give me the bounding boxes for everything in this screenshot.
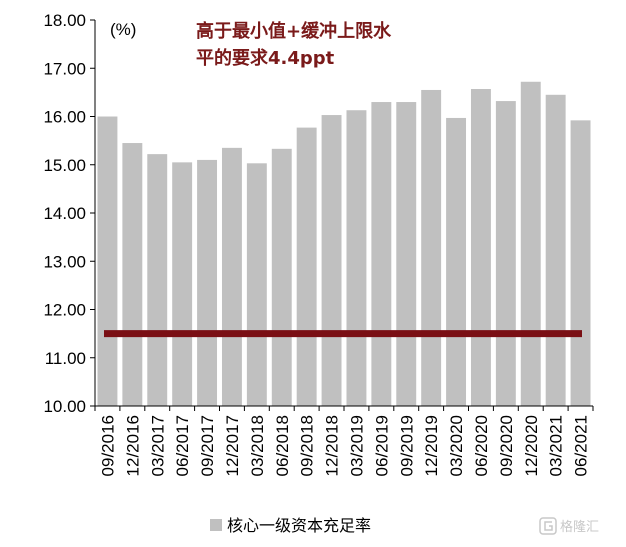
bar — [520, 81, 541, 406]
annotation-line-1: 高于最小值+缓冲上限水 — [196, 20, 392, 42]
x-tick-label: 12/2016 — [123, 415, 142, 476]
x-tick-label: 09/2016 — [98, 415, 117, 476]
y-tick-label: 13.00 — [43, 252, 86, 271]
x-tick-label: 09/2020 — [497, 415, 516, 476]
bar — [221, 147, 242, 407]
y-tick-label: 10.00 — [43, 397, 86, 416]
y-tick-label: 18.00 — [43, 11, 86, 30]
legend-label: 核心一级资本充足率 — [227, 516, 371, 535]
x-tick-label: 09/2019 — [397, 415, 416, 476]
bar — [421, 89, 442, 407]
x-tick-label: 12/2020 — [522, 415, 541, 476]
bar — [97, 116, 118, 406]
x-tick-label: 06/2021 — [572, 415, 591, 476]
x-tick-label: 06/2020 — [472, 415, 491, 476]
legend-swatch — [210, 519, 222, 531]
bar — [446, 117, 467, 406]
x-tick-label: 09/2018 — [298, 415, 317, 476]
bar — [495, 101, 516, 406]
x-tick-label: 09/2017 — [198, 415, 217, 476]
bar — [172, 162, 193, 406]
x-tick-label: 03/2018 — [248, 415, 267, 476]
x-tick-label: 06/2017 — [173, 415, 192, 476]
y-tick-label: 15.00 — [43, 156, 86, 175]
bar — [396, 102, 417, 407]
bar — [570, 120, 591, 407]
bar — [346, 110, 367, 406]
bar — [122, 143, 143, 406]
x-tick-label: 03/2019 — [347, 415, 366, 476]
watermark: 格隆汇 — [539, 517, 599, 535]
bar — [271, 148, 292, 406]
y-tick-label: 16.00 — [43, 108, 86, 127]
bar — [371, 102, 392, 407]
x-axis-ticks: 09/2016 12/2016 03/2017 06/2017 09/2017 12/20… — [94, 406, 594, 476]
bar — [147, 154, 168, 406]
x-tick-label: 12/2017 — [223, 415, 242, 476]
y-tick-label: 17.00 — [43, 59, 86, 78]
y-axis-ticks: 10.00 11.00 12.00 13.00 14.00 15.00 16.00 17.00… — [43, 11, 95, 416]
x-tick-label: 06/2018 — [273, 415, 292, 476]
y-tick-label: 14.00 — [43, 204, 86, 223]
legend: 核心一级资本充足率 — [210, 516, 371, 535]
y-tick-label: 12.00 — [43, 301, 86, 320]
bar — [246, 163, 267, 406]
axes — [94, 20, 593, 407]
gelonghui-logo-icon — [539, 517, 557, 535]
annotation-line-2: 平的要求4.4ppt — [196, 47, 335, 69]
y-unit-label: (%) — [110, 20, 136, 39]
x-tick-label: 03/2021 — [547, 415, 566, 476]
x-tick-label: 12/2019 — [422, 415, 441, 476]
y-tick-label: 11.00 — [45, 349, 86, 368]
bar — [470, 88, 491, 406]
watermark-text: 格隆汇 — [560, 519, 599, 535]
x-tick-label: 12/2018 — [323, 415, 342, 476]
bar — [545, 94, 566, 406]
bar — [321, 115, 342, 407]
bar — [197, 159, 218, 406]
bars — [97, 81, 591, 407]
x-tick-label: 03/2017 — [148, 415, 167, 476]
x-tick-label: 03/2020 — [447, 415, 466, 476]
x-tick-label: 06/2019 — [372, 415, 391, 476]
bar — [296, 127, 317, 406]
